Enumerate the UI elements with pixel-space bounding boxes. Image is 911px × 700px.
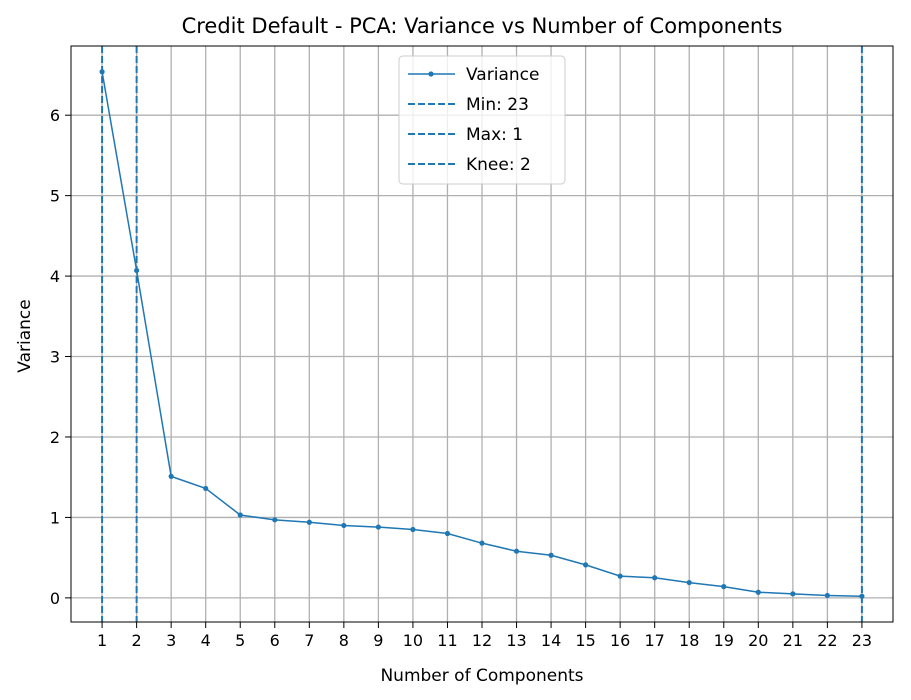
y-axis-ticks: 0 1 2 3 4 5 6 (50, 106, 71, 608)
y-tick-label: 5 (50, 187, 60, 206)
data-point (548, 552, 554, 558)
legend-swatch-marker (428, 71, 434, 77)
chart-title: Credit Default - PCA: Variance vs Number… (182, 14, 783, 38)
data-point (444, 530, 451, 537)
y-tick-label: 4 (50, 267, 60, 286)
x-tick-label: 13 (506, 631, 526, 650)
legend-label: Knee: 2 (466, 155, 531, 175)
x-tick-label: 21 (783, 631, 803, 650)
x-tick-label: 22 (817, 631, 837, 650)
data-point (272, 517, 278, 523)
x-tick-label: 2 (132, 631, 142, 650)
x-tick-label: 23 (852, 631, 872, 650)
x-tick-label: 3 (166, 631, 176, 650)
data-point (617, 573, 623, 579)
data-point (99, 69, 105, 75)
x-tick-label: 7 (304, 631, 314, 650)
data-point (755, 589, 761, 595)
x-tick-label: 1 (97, 631, 107, 650)
data-point (859, 593, 865, 599)
x-tick-label: 19 (714, 631, 734, 650)
data-point (375, 524, 381, 530)
data-point (203, 485, 209, 492)
data-point (686, 579, 692, 586)
x-axis-ticks: 1 2 3 4 5 6 7 8 9 10 11 12 13 14 15 16 17 18 19 20 21 22 23 (97, 622, 872, 650)
x-tick-label: 6 (270, 631, 280, 650)
data-point (824, 592, 830, 599)
x-tick-label: 16 (610, 631, 630, 650)
x-tick-label: 17 (645, 631, 665, 650)
data-point (134, 267, 140, 274)
x-tick-label: 12 (472, 631, 492, 650)
x-tick-label: 4 (201, 631, 211, 650)
x-tick-label: 15 (575, 631, 595, 650)
x-tick-label: 10 (403, 631, 423, 650)
y-tick-label: 0 (50, 589, 60, 608)
data-point (513, 548, 520, 554)
series-layer (99, 69, 865, 599)
data-point (583, 562, 589, 568)
y-tick-label: 6 (50, 106, 60, 125)
legend-box (398, 55, 566, 185)
data-point (306, 519, 312, 525)
x-tick-label: 8 (339, 631, 349, 650)
data-point (652, 575, 658, 581)
legend-label: Max: 1 (466, 125, 523, 145)
reference-lines (101, 46, 863, 622)
legend: Variance Min: 23 Max: 1 Knee: 2 (398, 55, 566, 185)
x-tick-label: 20 (748, 631, 768, 650)
x-axis-label: Number of Components (380, 666, 583, 686)
data-point (168, 473, 174, 479)
y-axis-label: Variance (15, 299, 35, 372)
y-tick-label: 1 (50, 508, 60, 527)
data-point (479, 540, 485, 546)
y-tick-label: 3 (50, 348, 60, 367)
x-tick-label: 11 (437, 631, 457, 650)
legend-label: Variance (466, 65, 539, 85)
y-tick-label: 2 (50, 428, 60, 447)
x-tick-label: 9 (373, 631, 383, 650)
x-tick-label: 14 (541, 631, 561, 650)
data-point (721, 584, 727, 590)
x-tick-label: 18 (679, 631, 699, 650)
x-tick-label: 5 (235, 631, 245, 650)
data-point (790, 591, 796, 597)
data-point (341, 522, 347, 529)
legend-label: Min: 23 (466, 95, 529, 115)
data-point (410, 526, 416, 533)
data-point (237, 512, 243, 518)
